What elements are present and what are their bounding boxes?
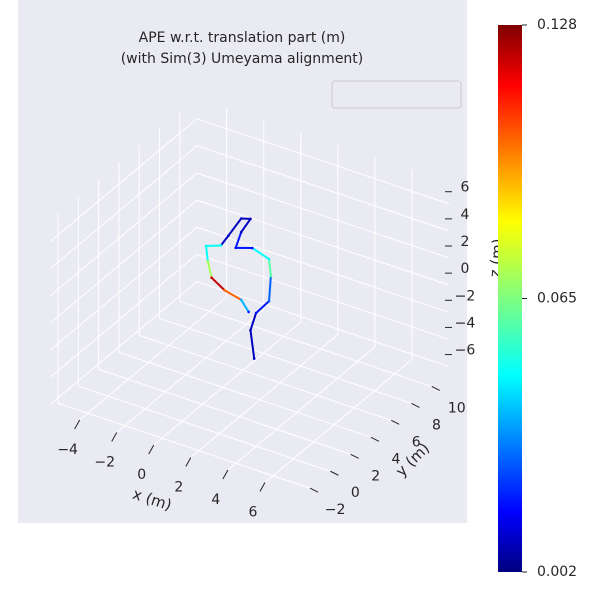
x-tick-label: 6 (248, 505, 257, 521)
trajectory-point (223, 289, 226, 292)
chart-subtitle: (with Sim(3) Umeyama alignment) (121, 51, 364, 67)
x-tick-label: 4 (211, 492, 220, 508)
z-tick-label: −4 (455, 315, 476, 331)
z-tick-label: 2 (461, 234, 470, 250)
x-tick-label: −2 (94, 455, 115, 471)
trajectory-point (220, 244, 223, 247)
chart-title: APE w.r.t. translation part (m) (139, 30, 346, 46)
trajectory-point (249, 218, 252, 221)
y-tick-label: 8 (432, 417, 441, 433)
z-tick-label: 0 (461, 261, 470, 277)
trajectory-point (268, 300, 271, 303)
axes-background (18, 0, 467, 523)
trajectory-point (268, 258, 271, 261)
trajectory-point (205, 245, 208, 248)
trajectory-point (255, 312, 258, 315)
trajectory-point (251, 247, 254, 250)
trajectory-point (234, 247, 237, 250)
colorbar-tick-label: 0.128 (537, 17, 577, 33)
x-tick-label: 0 (137, 467, 146, 483)
trajectory-point (240, 217, 243, 220)
trajectory-point (240, 231, 243, 234)
x-tick-label: 2 (174, 480, 183, 496)
z-tick-label: 6 (461, 180, 470, 196)
y-tick-label: 2 (371, 468, 380, 484)
z-tick-label: −2 (455, 288, 476, 304)
trajectory-point (253, 357, 256, 360)
y-tick-label: 10 (448, 400, 466, 416)
trajectory-point (247, 311, 250, 314)
trajectory-point (240, 299, 243, 302)
colorbar-tick-label: 0.002 (537, 564, 577, 580)
trajectory-point (207, 260, 210, 263)
trajectory-point (249, 329, 252, 332)
trajectory-point (270, 275, 273, 278)
colorbar-tick-label: 0.065 (537, 291, 577, 307)
trajectory-point (227, 235, 230, 238)
z-tick-label: −6 (455, 343, 476, 359)
z-tick-label: 4 (461, 207, 470, 223)
trajectory-point (210, 276, 213, 279)
x-tick-label: −4 (57, 442, 78, 458)
y-tick-label: −2 (325, 502, 346, 518)
colorbar (498, 25, 522, 572)
legend-box (332, 81, 461, 108)
y-tick-label: 0 (351, 485, 360, 501)
